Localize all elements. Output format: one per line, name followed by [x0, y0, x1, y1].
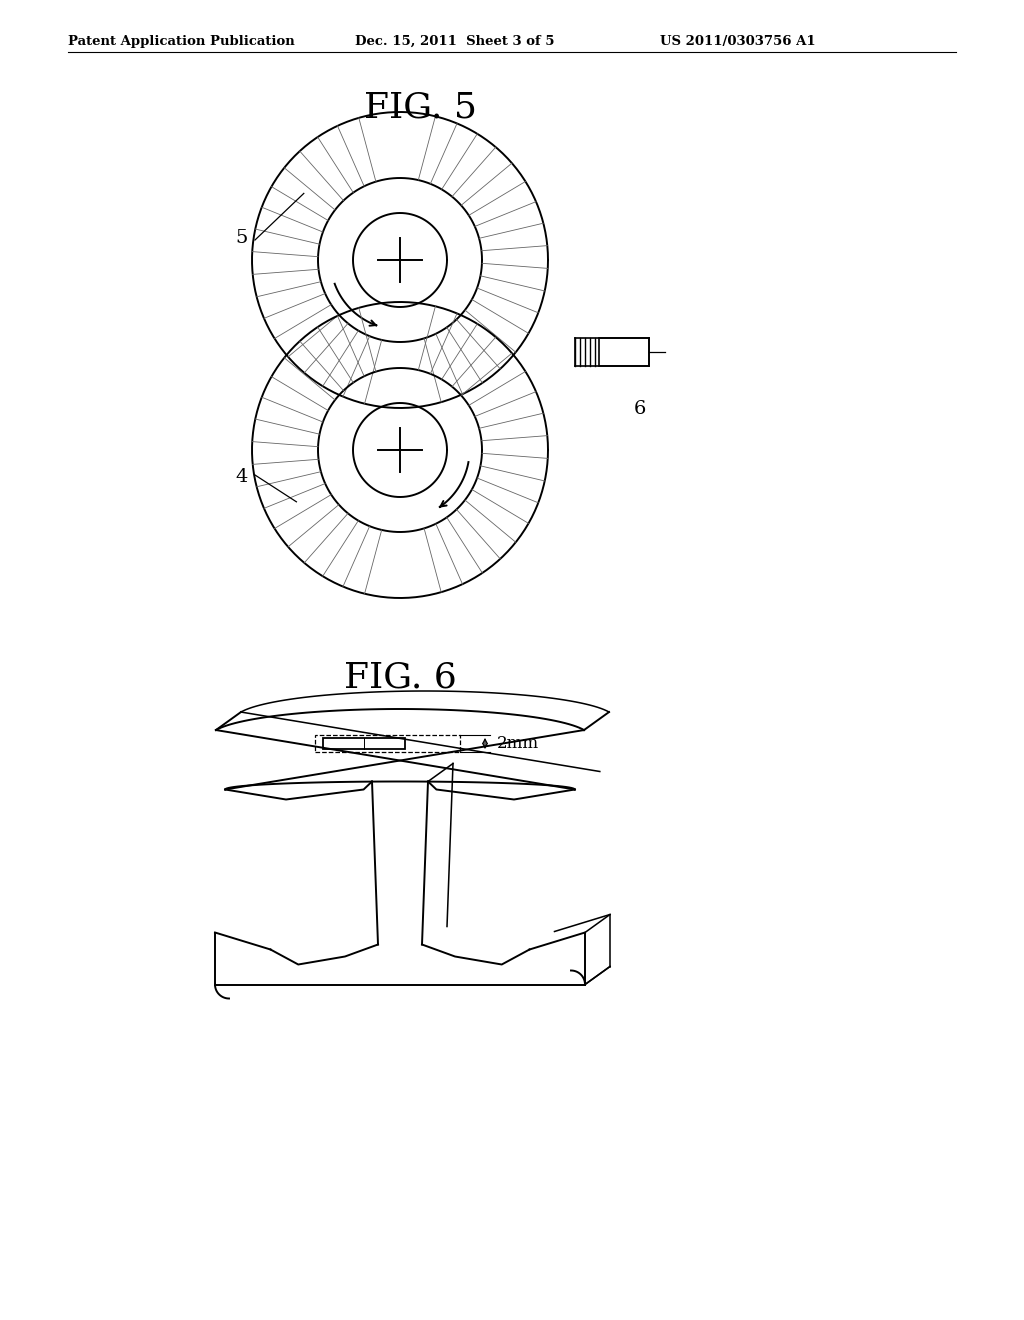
Bar — [323, 738, 406, 748]
Text: 2mm: 2mm — [497, 735, 539, 752]
Bar — [599, 338, 649, 366]
Bar — [315, 735, 460, 752]
Text: FIG. 5: FIG. 5 — [364, 90, 476, 124]
Text: 5: 5 — [236, 228, 248, 247]
Text: Dec. 15, 2011  Sheet 3 of 5: Dec. 15, 2011 Sheet 3 of 5 — [355, 36, 555, 48]
Text: 4: 4 — [236, 469, 248, 486]
Text: FIG. 6: FIG. 6 — [344, 660, 457, 694]
Text: Patent Application Publication: Patent Application Publication — [68, 36, 295, 48]
Text: 6: 6 — [634, 400, 646, 418]
Text: US 2011/0303756 A1: US 2011/0303756 A1 — [660, 36, 816, 48]
